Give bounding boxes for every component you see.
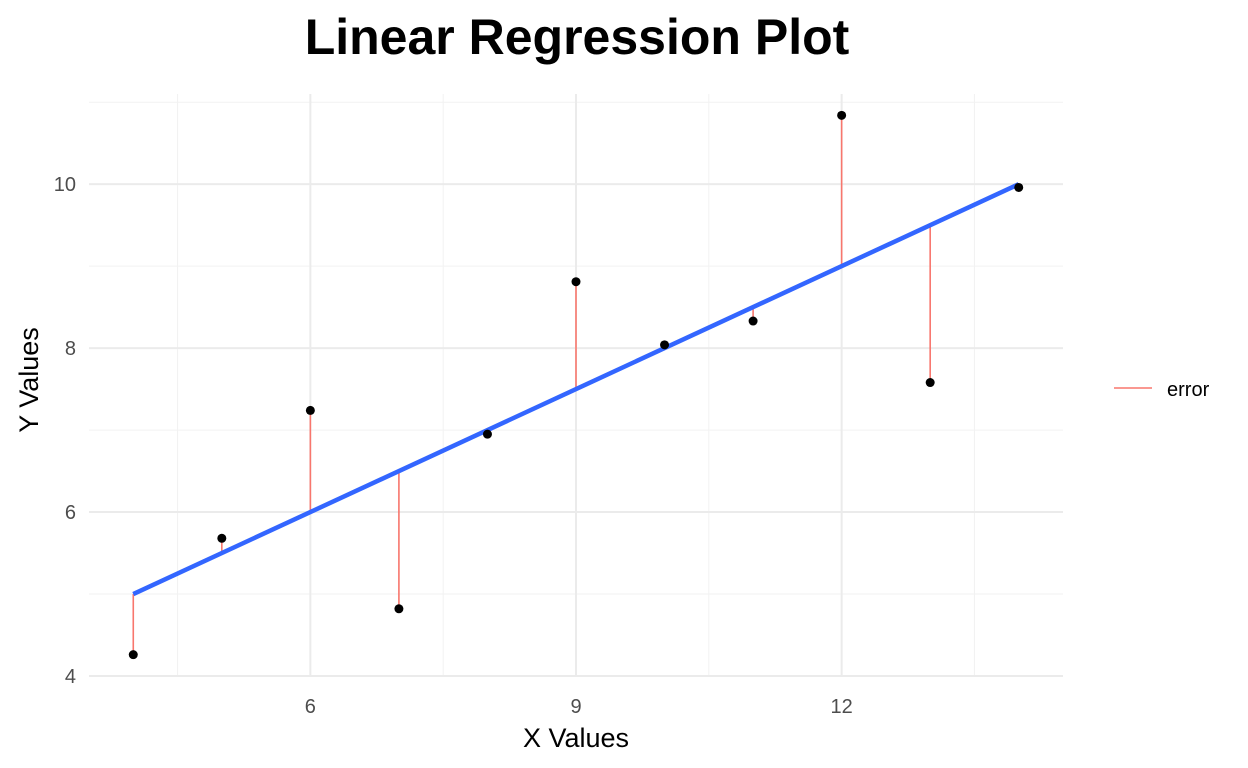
- x-tick-label: 12: [831, 696, 853, 718]
- regression-line: [132, 182, 1020, 597]
- y-axis-title: Y Values: [14, 327, 44, 433]
- regression-line-group: [132, 182, 1020, 597]
- data-point: [571, 277, 581, 287]
- y-tick-label: 4: [65, 666, 76, 688]
- data-point: [1014, 182, 1024, 192]
- legend-label-error: error: [1167, 379, 1210, 401]
- data-point: [394, 604, 404, 614]
- y-tick-label: 6: [65, 502, 76, 524]
- y-tick-label: 8: [65, 338, 76, 360]
- data-point: [925, 378, 935, 388]
- data-point: [305, 405, 315, 415]
- data-point: [482, 429, 492, 439]
- legend: error: [1114, 379, 1210, 401]
- x-axis-title: X Values: [523, 723, 629, 753]
- data-point: [660, 340, 670, 350]
- chart-title: Linear Regression Plot: [305, 9, 850, 65]
- data-points: [128, 110, 1024, 660]
- y-tick-label: 10: [54, 174, 76, 196]
- x-tick-label: 6: [305, 696, 316, 718]
- data-point: [128, 650, 138, 660]
- data-point: [837, 110, 847, 120]
- y-tick-labels: 4 6 8 10: [54, 174, 76, 688]
- x-tick-label: 9: [570, 696, 581, 718]
- x-tick-labels: 6 9 12: [305, 696, 853, 718]
- data-point: [217, 533, 227, 543]
- data-point: [748, 316, 758, 326]
